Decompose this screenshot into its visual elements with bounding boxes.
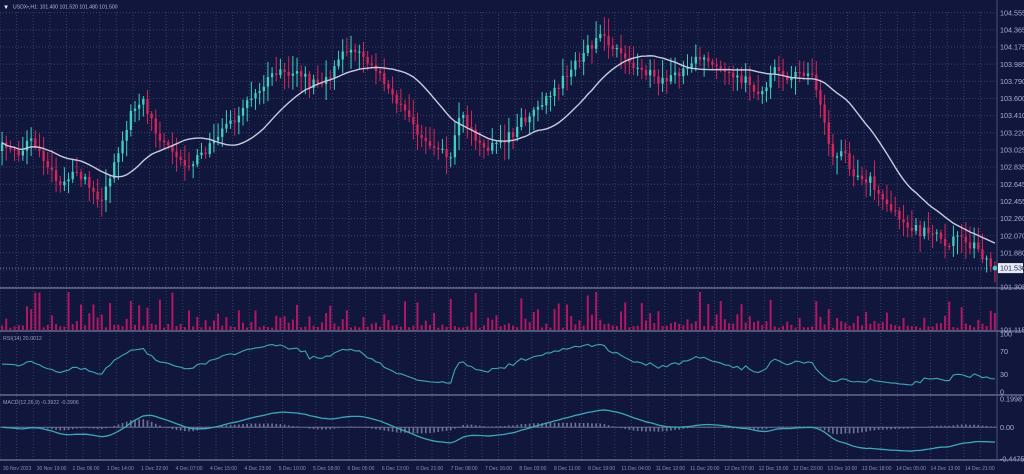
svg-text:102.835: 102.835	[1000, 163, 1024, 172]
svg-text:102.070: 102.070	[1000, 231, 1024, 240]
svg-text:103.220: 103.220	[1000, 128, 1024, 137]
svg-text:4 Dec 23:00: 4 Dec 23:00	[244, 466, 271, 472]
svg-text:101.305: 101.305	[1000, 283, 1024, 292]
svg-text:RSI(14) 20.0012: RSI(14) 20.0012	[3, 336, 42, 342]
svg-text:103.410: 103.410	[1000, 111, 1024, 120]
svg-text:0.1998: 0.1998	[1000, 395, 1022, 404]
svg-text:102.260: 102.260	[1000, 214, 1024, 223]
svg-text:14 Dec 13:00: 14 Dec 13:00	[931, 466, 961, 472]
svg-text:6 Dec 05:00: 6 Dec 05:00	[347, 466, 374, 472]
svg-text:12 Dec 15:00: 12 Dec 15:00	[759, 466, 789, 472]
svg-text:101.115: 101.115	[1000, 326, 1024, 335]
svg-text:4 Dec 07:00: 4 Dec 07:00	[176, 466, 203, 472]
svg-text:MACD(12,26,9) -0.3922 -0.3906: MACD(12,26,9) -0.3922 -0.3906	[3, 400, 79, 406]
svg-text:14 Dec 05:00: 14 Dec 05:00	[896, 466, 926, 472]
svg-text:4 Dec 15:00: 4 Dec 15:00	[210, 466, 237, 472]
svg-text:8 Dec 19:00: 8 Dec 19:00	[588, 466, 615, 472]
svg-text:5 Dec 10:00: 5 Dec 10:00	[279, 466, 306, 472]
svg-text:102.455: 102.455	[1000, 197, 1024, 206]
svg-text:8 Dec 03:00: 8 Dec 03:00	[519, 466, 546, 472]
svg-text:▼: ▼	[3, 4, 9, 11]
svg-text:13 Dec 18:00: 13 Dec 18:00	[862, 466, 892, 472]
svg-text:-0.4475: -0.4475	[1000, 455, 1024, 464]
svg-text:7 Dec 08:00: 7 Dec 08:00	[451, 466, 478, 472]
svg-text:103.985: 103.985	[1000, 60, 1024, 69]
svg-text:103.025: 103.025	[1000, 146, 1024, 155]
svg-text:12 Dec 07:00: 12 Dec 07:00	[724, 466, 754, 472]
svg-text:6 Dec 13:00: 6 Dec 13:00	[382, 466, 409, 472]
svg-text:7 Dec 16:00: 7 Dec 16:00	[485, 466, 512, 472]
svg-text:6 Dec 21:00: 6 Dec 21:00	[416, 466, 443, 472]
svg-text:5 Dec 18:00: 5 Dec 18:00	[313, 466, 340, 472]
svg-text:103.790: 103.790	[1000, 77, 1024, 86]
svg-text:11 Dec 20:00: 11 Dec 20:00	[690, 466, 720, 472]
svg-text:104.555: 104.555	[1000, 8, 1024, 17]
svg-text:0.00: 0.00	[1000, 423, 1014, 432]
svg-text:8 Dec 11:00: 8 Dec 11:00	[554, 466, 581, 472]
svg-text:101.880: 101.880	[1000, 248, 1024, 257]
svg-text:USDX•,H1: 101.400 101.520 101.: USDX•,H1: 101.400 101.520 101.480 101.50…	[13, 4, 118, 10]
svg-text:13 Dec 10:00: 13 Dec 10:00	[827, 466, 857, 472]
svg-text:103.600: 103.600	[1000, 94, 1024, 103]
svg-text:14 Dec 21:00: 14 Dec 21:00	[965, 466, 995, 472]
svg-text:11 Dec 12:00: 11 Dec 12:00	[656, 466, 686, 472]
svg-text:1 Dec 14:00: 1 Dec 14:00	[107, 466, 134, 472]
svg-text:30 Nov 2023: 30 Nov 2023	[3, 466, 32, 472]
svg-text:30: 30	[1000, 370, 1008, 379]
svg-text:1 Dec 06:00: 1 Dec 06:00	[72, 466, 99, 472]
svg-text:104.175: 104.175	[1000, 43, 1024, 52]
svg-text:104.365: 104.365	[1000, 25, 1024, 34]
svg-text:12 Dec 23:00: 12 Dec 23:00	[793, 466, 823, 472]
svg-text:11 Dec 04:00: 11 Dec 04:00	[621, 466, 651, 472]
svg-text:102.645: 102.645	[1000, 180, 1024, 189]
svg-text:70: 70	[1000, 347, 1008, 356]
svg-text:101.530: 101.530	[1000, 264, 1024, 273]
svg-text:1 Dec 22:00: 1 Dec 22:00	[141, 466, 168, 472]
svg-text:30 Nov 19:00: 30 Nov 19:00	[37, 466, 67, 472]
